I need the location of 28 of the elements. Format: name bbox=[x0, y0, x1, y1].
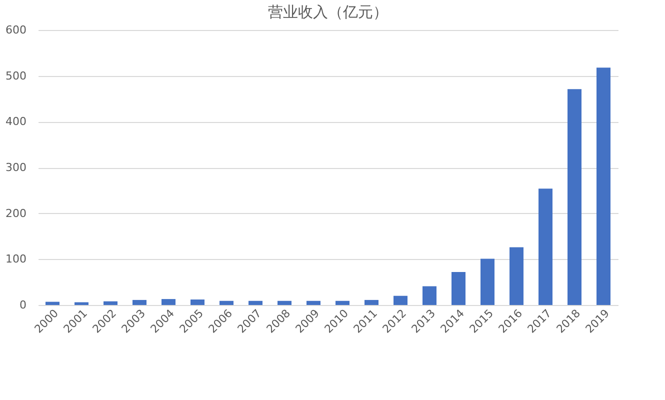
bar bbox=[538, 188, 552, 305]
bar bbox=[278, 300, 292, 305]
bar bbox=[510, 247, 524, 305]
chart-title: 营业收入（亿元） bbox=[268, 3, 388, 21]
bar bbox=[74, 302, 88, 305]
bar bbox=[596, 68, 610, 305]
y-tick-label: 400 bbox=[6, 115, 26, 128]
bar bbox=[190, 300, 204, 305]
bar bbox=[104, 301, 118, 305]
y-tick-label: 100 bbox=[6, 252, 26, 266]
bar bbox=[306, 300, 320, 305]
y-tick-label: 600 bbox=[6, 24, 26, 36]
bar bbox=[452, 272, 466, 305]
y-tick-label: 500 bbox=[6, 69, 26, 82]
bar bbox=[394, 296, 408, 305]
y-tick-label: 200 bbox=[6, 206, 26, 220]
bar bbox=[422, 286, 436, 305]
bar bbox=[336, 300, 350, 305]
y-tick-label: 0 bbox=[20, 298, 26, 312]
bar bbox=[220, 300, 234, 305]
y-tick-label: 300 bbox=[6, 161, 26, 174]
bar bbox=[46, 302, 60, 305]
bar bbox=[162, 299, 176, 305]
bar bbox=[248, 300, 262, 305]
bar bbox=[480, 258, 494, 305]
bar bbox=[364, 300, 378, 305]
bar bbox=[568, 89, 582, 305]
bar bbox=[132, 300, 146, 305]
